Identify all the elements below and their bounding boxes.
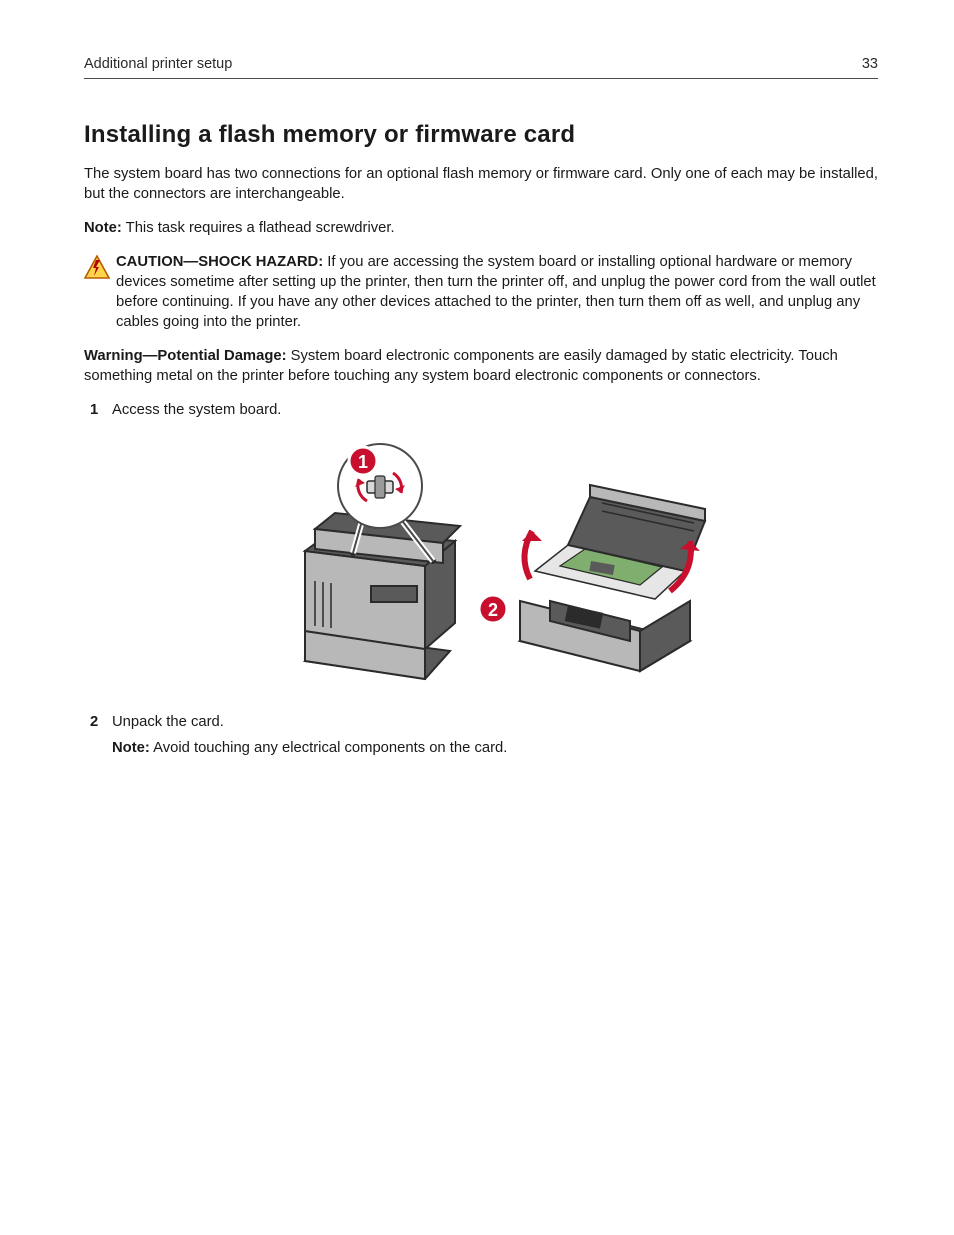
step-1: Access the system board.	[84, 401, 878, 691]
intro-paragraph: The system board has two connections for…	[84, 165, 878, 205]
step-1-text: Access the system board.	[112, 402, 281, 418]
printer-open-illustration	[520, 485, 705, 671]
printer-closed-illustration	[305, 513, 460, 679]
note-1-text: This task requires a flathead screwdrive…	[122, 220, 395, 236]
figure-badge-1: 1	[358, 452, 368, 472]
warning-label: Warning—Potential Damage:	[84, 348, 287, 364]
note-1: Note: This task requires a flathead scre…	[84, 219, 878, 239]
caution-label: CAUTION—SHOCK HAZARD:	[116, 254, 323, 270]
step-2-note-label: Note:	[112, 740, 150, 756]
figure-1-wrap: 1	[112, 431, 878, 691]
step-2: Unpack the card. Note: Avoid touching an…	[84, 713, 878, 759]
running-header: Additional printer setup 33	[84, 56, 878, 79]
warning-block: Warning—Potential Damage: System board e…	[84, 347, 878, 387]
section-name: Additional printer setup	[84, 56, 232, 72]
step-2-note-text: Avoid touching any electrical components…	[150, 740, 508, 756]
step-2-note: Note: Avoid touching any electrical comp…	[112, 739, 878, 759]
page-number: 33	[862, 56, 878, 72]
note-1-label: Note:	[84, 220, 122, 236]
caution-block: CAUTION—SHOCK HAZARD: If you are accessi…	[84, 253, 878, 333]
figure-1: 1	[275, 431, 715, 691]
page-title: Installing a flash memory or firmware ca…	[84, 121, 878, 149]
figure-badge-2: 2	[488, 600, 498, 620]
shock-hazard-icon	[84, 255, 110, 279]
procedure-list: Access the system board.	[84, 401, 878, 759]
caution-text: CAUTION—SHOCK HAZARD: If you are accessi…	[116, 253, 878, 333]
step-2-text: Unpack the card.	[112, 714, 224, 730]
